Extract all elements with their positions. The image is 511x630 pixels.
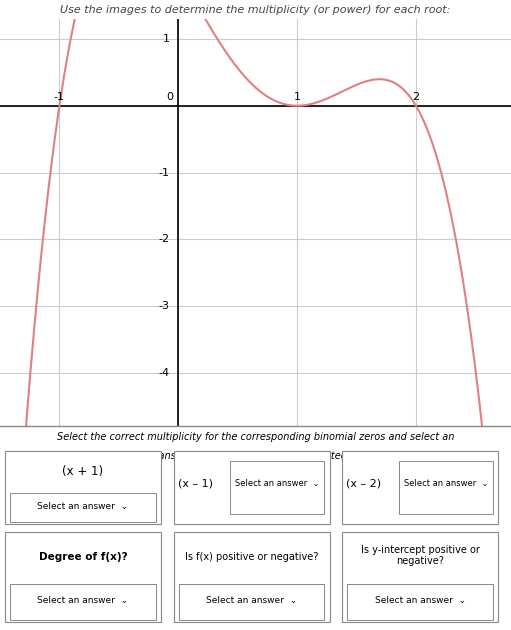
Text: Select an answer  ⌄: Select an answer ⌄ bbox=[37, 502, 129, 511]
FancyBboxPatch shape bbox=[179, 584, 324, 620]
FancyBboxPatch shape bbox=[230, 461, 324, 514]
Text: Degree of f(x)?: Degree of f(x)? bbox=[39, 553, 127, 563]
FancyBboxPatch shape bbox=[342, 532, 498, 622]
Text: appropriate answer for the other questions related to the graph.: appropriate answer for the other questio… bbox=[98, 450, 413, 461]
Text: 0: 0 bbox=[167, 93, 174, 103]
Text: -1: -1 bbox=[159, 168, 170, 178]
FancyBboxPatch shape bbox=[5, 450, 161, 524]
FancyBboxPatch shape bbox=[10, 584, 156, 620]
Text: Select an answer  ⌄: Select an answer ⌄ bbox=[375, 596, 466, 605]
Text: -2: -2 bbox=[159, 234, 170, 244]
Text: Select the correct multiplicity for the corresponding binomial zeros and select : Select the correct multiplicity for the … bbox=[57, 432, 454, 442]
Text: 1: 1 bbox=[294, 93, 300, 103]
Text: -4: -4 bbox=[159, 368, 170, 378]
FancyBboxPatch shape bbox=[10, 493, 156, 522]
Text: Is y-intercept positive or
negative?: Is y-intercept positive or negative? bbox=[361, 545, 480, 566]
Text: 2: 2 bbox=[412, 93, 420, 103]
Text: (x – 2): (x – 2) bbox=[346, 479, 382, 489]
Text: Select an answer  ⌄: Select an answer ⌄ bbox=[235, 479, 319, 488]
FancyBboxPatch shape bbox=[347, 584, 493, 620]
FancyBboxPatch shape bbox=[174, 532, 330, 622]
Text: -3: -3 bbox=[159, 301, 170, 311]
FancyBboxPatch shape bbox=[5, 532, 161, 622]
Text: Select an answer  ⌄: Select an answer ⌄ bbox=[404, 479, 488, 488]
FancyBboxPatch shape bbox=[342, 450, 498, 524]
Text: Select an answer  ⌄: Select an answer ⌄ bbox=[206, 596, 297, 605]
Title: Use the images to determine the multiplicity (or power) for each root:: Use the images to determine the multipli… bbox=[60, 5, 451, 15]
Text: -1: -1 bbox=[54, 93, 65, 103]
Text: (x + 1): (x + 1) bbox=[62, 465, 104, 478]
FancyBboxPatch shape bbox=[399, 461, 493, 514]
Text: Select an answer  ⌄: Select an answer ⌄ bbox=[37, 596, 129, 605]
Text: Is f(x) positive or negative?: Is f(x) positive or negative? bbox=[185, 553, 318, 563]
FancyBboxPatch shape bbox=[174, 450, 330, 524]
Text: (x – 1): (x – 1) bbox=[178, 479, 213, 489]
Text: 1: 1 bbox=[163, 34, 170, 44]
